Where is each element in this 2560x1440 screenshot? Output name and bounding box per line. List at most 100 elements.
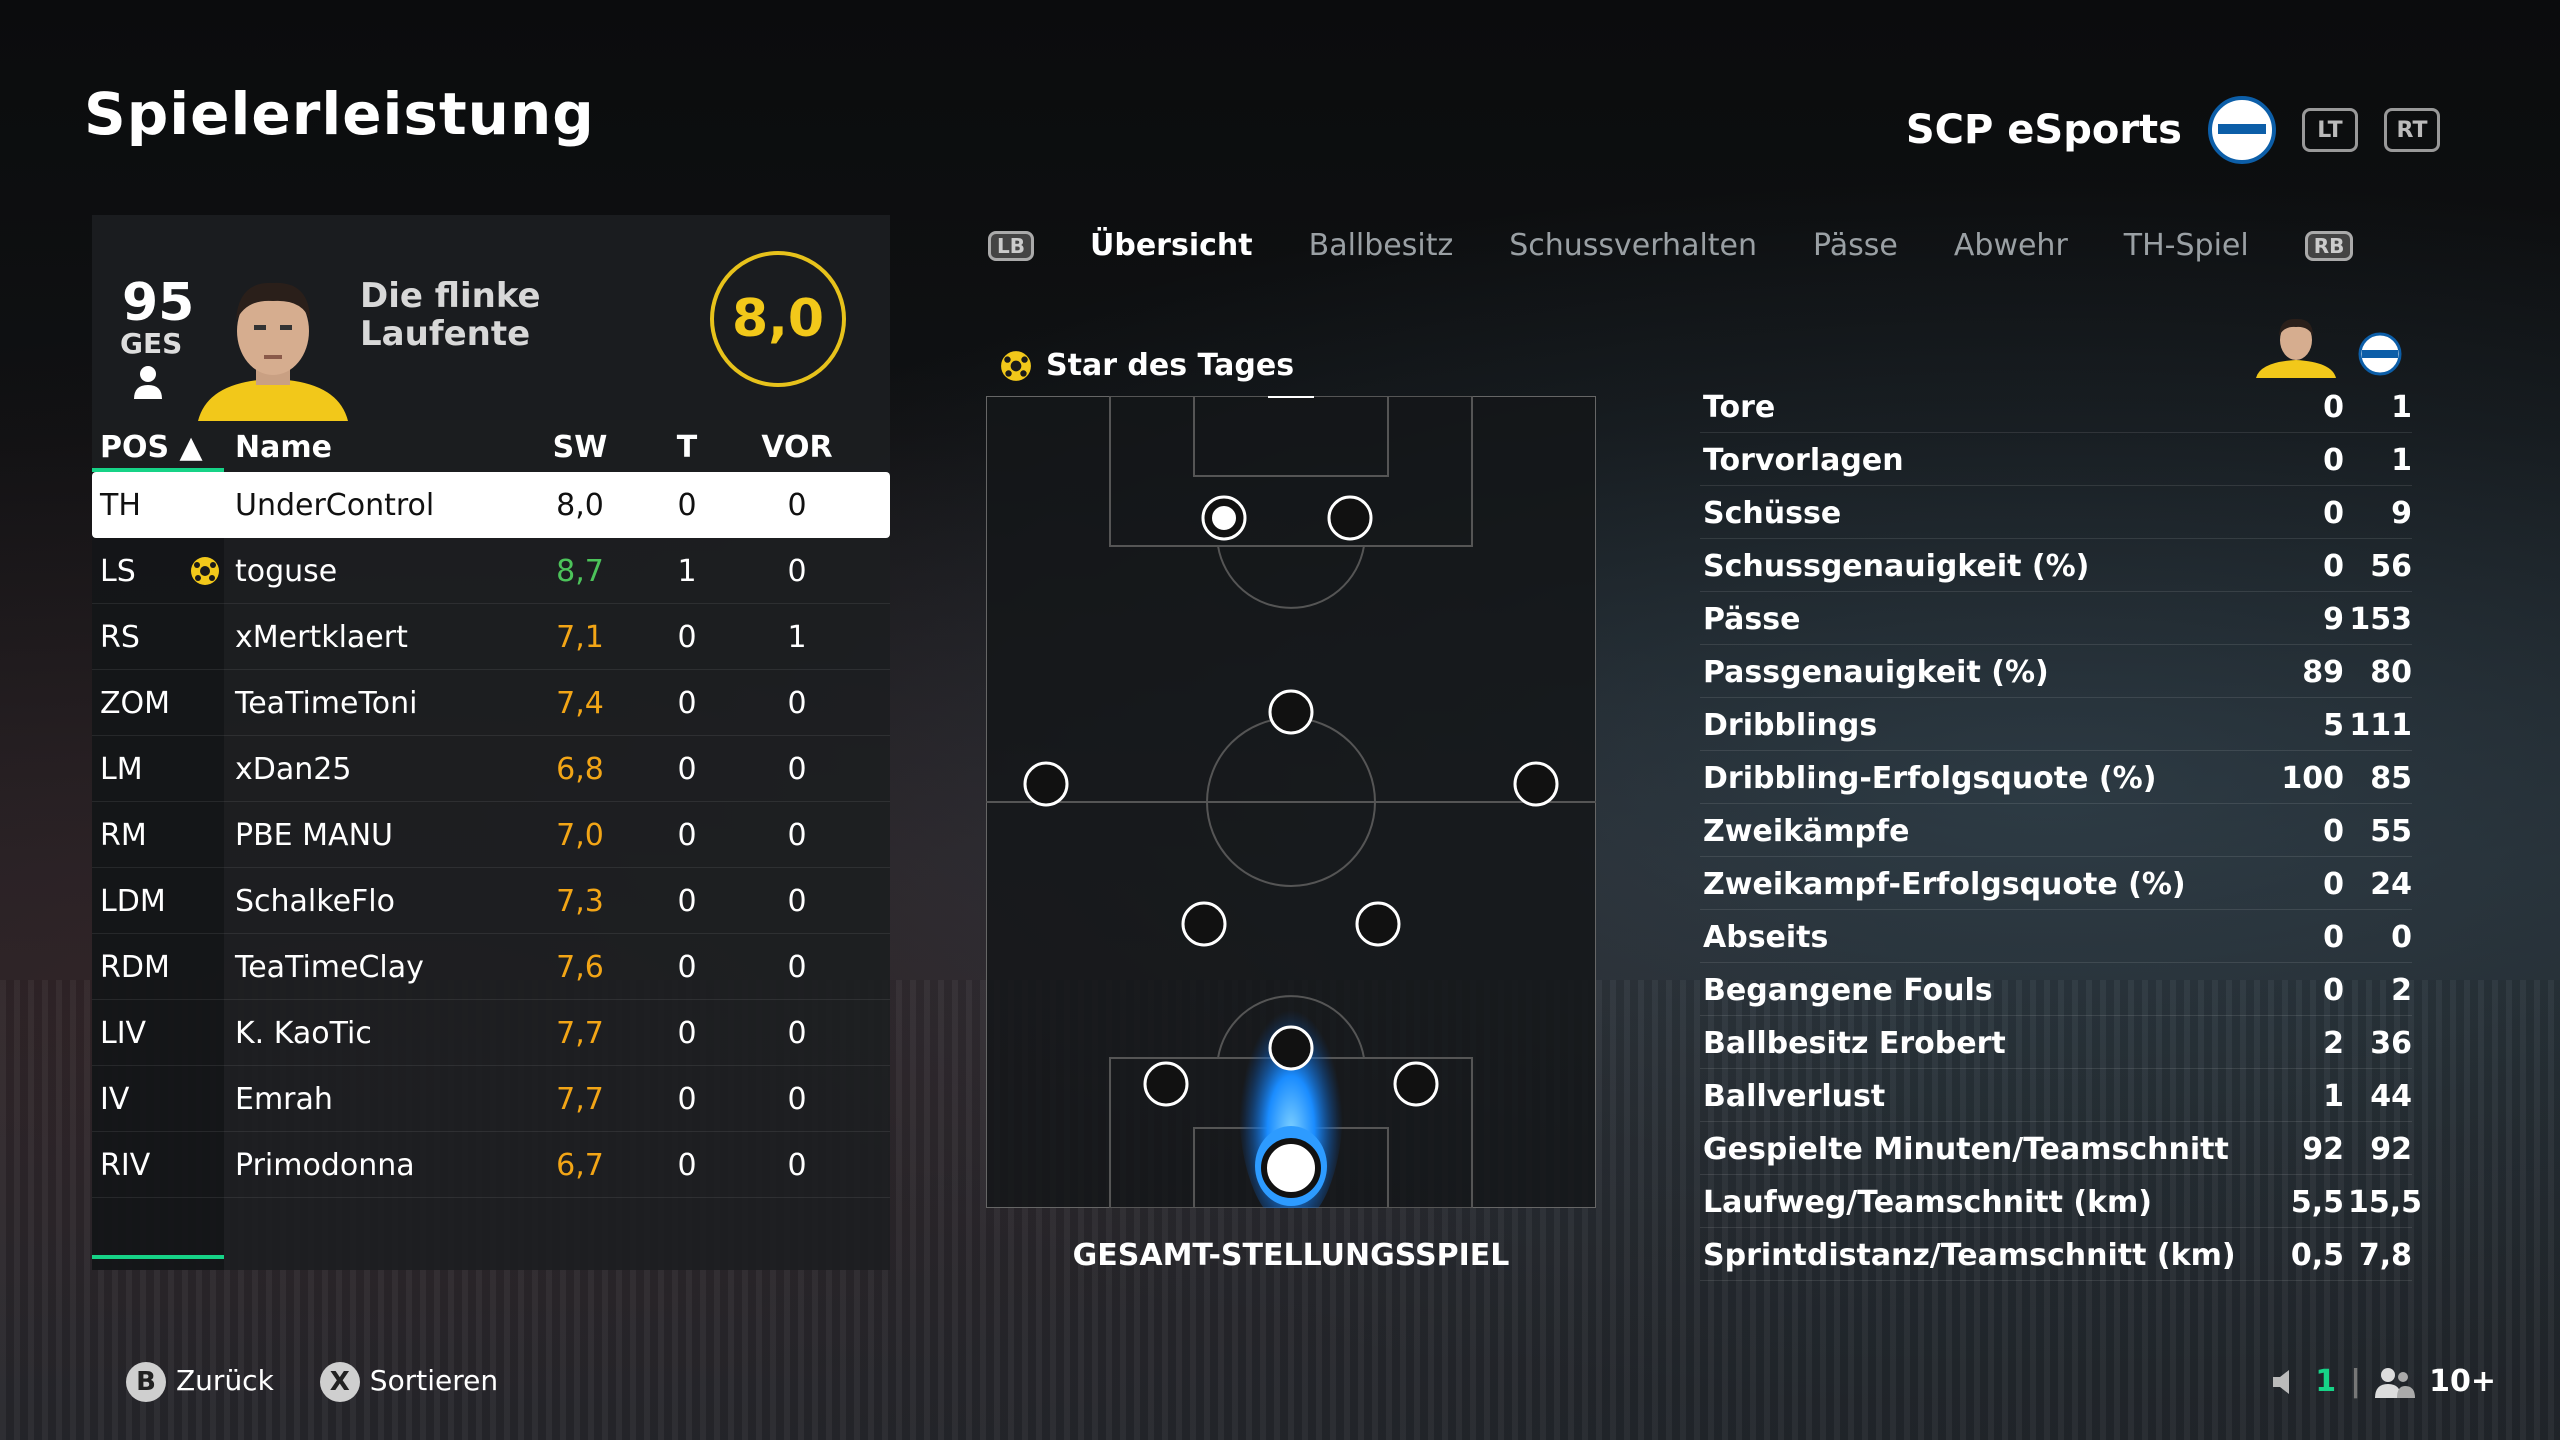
- row-t: 0: [677, 620, 697, 655]
- row-pos: LS: [100, 554, 136, 589]
- player-marker: [1355, 901, 1401, 947]
- team-name: SCP eSports: [1905, 107, 2182, 153]
- stat-label: Dribbling-Erfolgsquote (%): [1703, 761, 2157, 796]
- stat-player-value: 100: [2281, 761, 2344, 796]
- stat-label: Pässe: [1703, 602, 1801, 637]
- stat-row: Gespielte Minuten/Teamschnitt 92 92: [1700, 1122, 2412, 1175]
- stat-team-value: 24: [2370, 867, 2412, 902]
- table-row[interactable]: RDM TeaTimeClay 7,6 0 0: [92, 934, 890, 1000]
- row-vor: 0: [787, 818, 807, 853]
- stat-label: Zweikampf-Erfolgsquote (%): [1703, 867, 2186, 902]
- footer-controls: B Zurück X Sortieren: [126, 1362, 498, 1402]
- row-vor: 1: [787, 620, 807, 655]
- stat-player-value: 92: [2302, 1132, 2344, 1167]
- tab-ballbesitz[interactable]: Ballbesitz: [1308, 228, 1454, 263]
- header-pos[interactable]: POS ▲: [100, 430, 203, 465]
- row-pos: ZOM: [100, 686, 171, 721]
- row-vor: 0: [787, 1148, 807, 1183]
- stat-team-value: 92: [2370, 1132, 2412, 1167]
- row-name: TeaTimeToni: [235, 686, 418, 721]
- row-vor: 0: [787, 488, 807, 523]
- table-row[interactable]: LDM SchalkeFlo 7,3 0 0: [92, 868, 890, 934]
- stat-player-value: 9: [2323, 602, 2344, 637]
- stat-label: Abseits: [1703, 920, 1829, 955]
- stat-row: Schüsse 0 9: [1700, 486, 2412, 539]
- rb-button[interactable]: RB: [2304, 230, 2354, 261]
- table-row[interactable]: IV Emrah 7,7 0 0: [92, 1066, 890, 1132]
- stat-row: Zweikämpfe 0 55: [1700, 804, 2412, 857]
- tab-schussverhalten[interactable]: Schussverhalten: [1509, 228, 1758, 263]
- stat-player-value: 0: [2323, 867, 2344, 902]
- stat-player-value: 5,5: [2290, 1185, 2344, 1220]
- tab-uebersicht[interactable]: Übersicht: [1090, 228, 1253, 263]
- table-row[interactable]: RM PBE MANU 7,0 0 0: [92, 802, 890, 868]
- star-of-the-day-icon: [1001, 350, 1031, 381]
- stat-player-value: 0: [2323, 549, 2344, 584]
- stat-team-value: 111: [2349, 708, 2412, 743]
- stat-label: Begangene Fouls: [1703, 973, 1993, 1008]
- row-sw: 8,7: [556, 554, 604, 589]
- table-row[interactable]: RS xMertklaert 7,1 0 1: [92, 604, 890, 670]
- stat-row: Dribblings 5 111: [1700, 698, 2412, 751]
- sort-control[interactable]: X Sortieren: [319, 1362, 498, 1402]
- header-sw[interactable]: SW: [552, 430, 608, 465]
- stat-team-value: 7,8: [2358, 1238, 2412, 1273]
- stat-row: Torvorlagen 0 1: [1700, 433, 2412, 486]
- row-pos: RS: [100, 620, 140, 655]
- page-title: Spielerleistung: [84, 80, 595, 148]
- tab-paesse[interactable]: Pässe: [1813, 228, 1898, 263]
- row-vor: 0: [787, 884, 807, 919]
- stat-row: Pässe 9 153: [1700, 592, 2412, 645]
- row-t: 0: [677, 950, 697, 985]
- stat-row: Ballbesitz Erobert 2 36: [1700, 1016, 2412, 1069]
- tab-th-spiel[interactable]: TH-Spiel: [2123, 228, 2249, 263]
- lb-button[interactable]: LB: [988, 230, 1034, 261]
- table-row[interactable]: RIV Primodonna 6,7 0 0: [92, 1132, 890, 1198]
- b-button-icon: B: [126, 1362, 166, 1402]
- back-control[interactable]: B Zurück: [126, 1362, 274, 1402]
- stat-team-value: 36: [2370, 1026, 2412, 1061]
- row-sw: 7,4: [556, 686, 604, 721]
- voice-party-status: 1 | 10+: [2269, 1364, 2496, 1399]
- team-header: SCP eSports LT RT: [1906, 96, 2440, 164]
- row-t: 0: [677, 1148, 697, 1183]
- stat-row: Sprintdistanz/Teamschnitt (km) 0,5 7,8: [1700, 1228, 2412, 1281]
- stat-label: Schüsse: [1703, 496, 1842, 531]
- row-pos: IV: [100, 1082, 130, 1117]
- table-row[interactable]: LIV K. KaoTic 7,7 0 0: [92, 1000, 890, 1066]
- lt-button[interactable]: LT: [2302, 108, 2358, 152]
- stat-row: Dribbling-Erfolgsquote (%) 100 85: [1700, 751, 2412, 804]
- player-marker: [1393, 1061, 1439, 1107]
- row-sw: 6,8: [556, 752, 604, 787]
- party-count: 10+: [2429, 1364, 2496, 1399]
- row-sw: 7,1: [556, 620, 604, 655]
- team-crest-icon: [2358, 332, 2402, 376]
- stats-tabs: LB Übersicht Ballbesitz Schussverhalten …: [988, 228, 2354, 263]
- player-table: TH UnderControl 8,0 0 0 LS toguse 8,7 1 …: [92, 472, 890, 1198]
- stat-label: Dribblings: [1703, 708, 1878, 743]
- row-sw: 7,7: [556, 1082, 604, 1117]
- table-row[interactable]: LM xDan25 6,8 0 0: [92, 736, 890, 802]
- row-name: SchalkeFlo: [235, 884, 395, 919]
- row-t: 1: [677, 554, 697, 589]
- table-row[interactable]: ZOM TeaTimeToni 7,4 0 0: [92, 670, 890, 736]
- row-name: xMertklaert: [235, 620, 408, 655]
- stat-label: Ballbesitz Erobert: [1703, 1026, 2006, 1061]
- header-name[interactable]: Name: [235, 430, 332, 465]
- table-row[interactable]: LS toguse 8,7 1 0: [92, 538, 890, 604]
- player-marker: [1143, 1061, 1189, 1107]
- team-crest-icon: [2208, 96, 2276, 164]
- row-name: Emrah: [235, 1082, 333, 1117]
- row-pos: RDM: [100, 950, 170, 985]
- star-of-the-day-legend: Star des Tages: [1000, 348, 1294, 383]
- table-row[interactable]: TH UnderControl 8,0 0 0: [92, 472, 890, 538]
- stat-player-value: 0: [2323, 814, 2344, 849]
- row-sw: 7,6: [556, 950, 604, 985]
- header-vor[interactable]: VOR: [761, 430, 833, 465]
- tab-abwehr[interactable]: Abwehr: [1953, 228, 2068, 263]
- player-name: Die flinke Laufente: [360, 276, 541, 354]
- header-t[interactable]: T: [676, 430, 698, 465]
- stat-player-value: 1: [2323, 1079, 2344, 1114]
- row-vor: 0: [787, 1082, 807, 1117]
- rt-button[interactable]: RT: [2384, 108, 2440, 152]
